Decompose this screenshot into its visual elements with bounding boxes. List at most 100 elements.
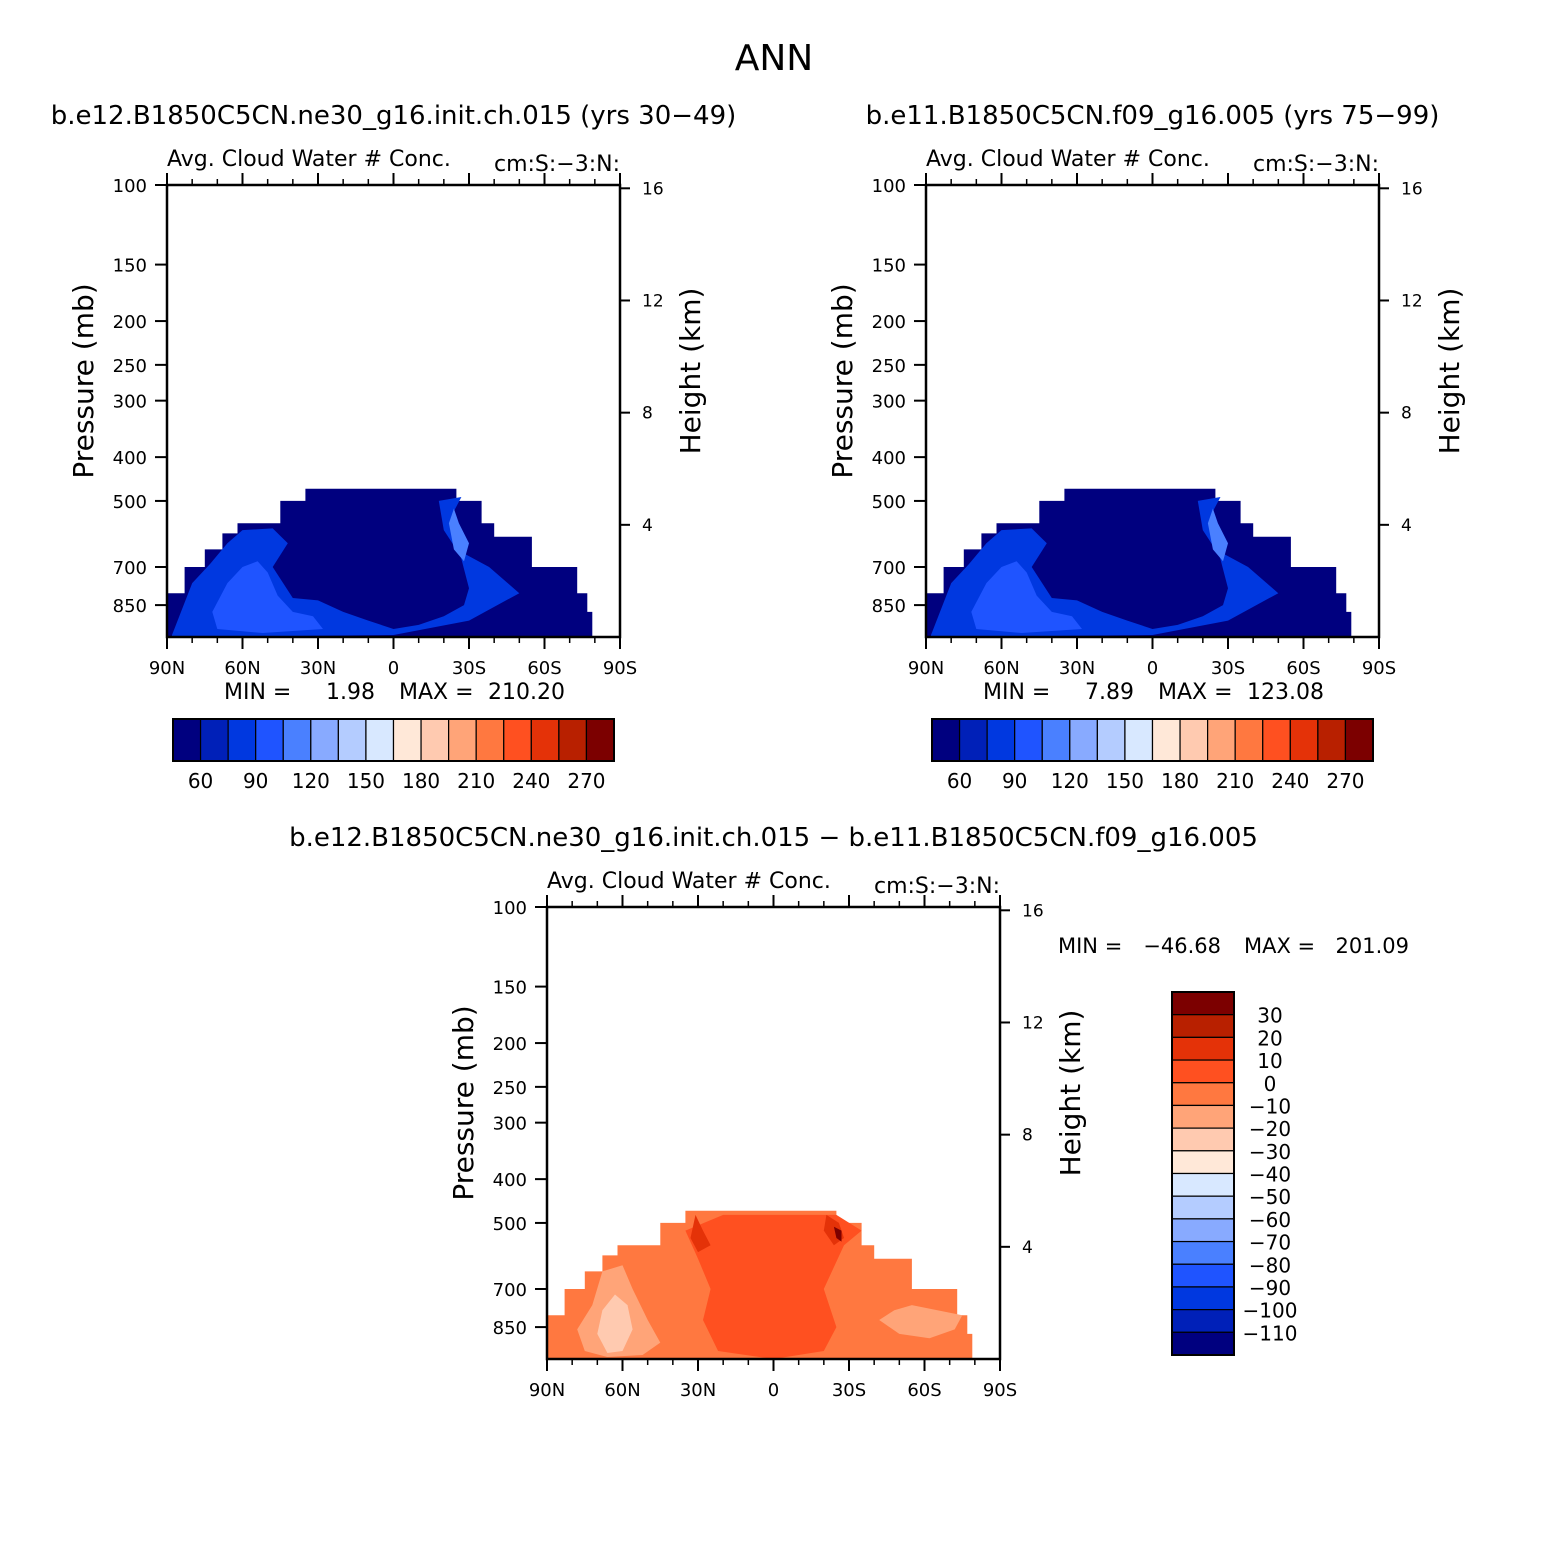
contour-region-4 [879, 1305, 963, 1339]
colorbar-label: −20 [1249, 1117, 1291, 1141]
min-label: MIN = [983, 680, 1050, 705]
min-label: MIN = [224, 680, 291, 705]
y-tick-label: 250 [493, 1078, 527, 1099]
figure-title: ANN [735, 38, 814, 79]
colorbar-label: −40 [1249, 1163, 1291, 1187]
min-value: 7.89 [1085, 680, 1134, 705]
colorbar-box [1069, 718, 1098, 762]
colorbar-label: 150 [1106, 769, 1144, 793]
x-tick-label: 0 [388, 658, 399, 679]
colorbar-box [1262, 718, 1291, 762]
max-label: MAX = [399, 680, 474, 705]
y-tick-label: 150 [872, 256, 906, 277]
colorbar-label: −80 [1249, 1253, 1291, 1277]
units-string: cm:S:−3:N: [1253, 152, 1379, 177]
colorbar-box [365, 718, 395, 762]
y2-tick-label: 4 [1401, 516, 1412, 536]
y-axis-height: 16 12 8 4 [1379, 179, 1423, 536]
x-tick-label: 60S [907, 1380, 941, 1401]
y-tick-label: 250 [113, 356, 147, 377]
y-tick-label: 200 [872, 312, 906, 333]
colorbar-box [172, 718, 202, 762]
colorbar-label: −70 [1249, 1231, 1291, 1255]
x-tick-label: 60N [224, 658, 260, 679]
min-label: MIN = [1058, 934, 1122, 958]
colorbar-label: 0 [1264, 1072, 1277, 1096]
y-axis-label: Pressure (mb) [67, 283, 100, 478]
colorbar-box [1179, 718, 1209, 762]
y2-tick-label: 16 [1022, 901, 1044, 921]
contour-region-2 [971, 561, 1082, 633]
colorbar-box [1171, 1059, 1235, 1084]
x-tick-label: 60N [983, 658, 1019, 679]
y-tick-label: 850 [872, 596, 906, 617]
panel-model-2: b.e11.B1850C5CN.f09_g16.005 (yrs 75−99) A… [826, 101, 1466, 793]
y-tick-label: 250 [872, 356, 906, 377]
colorbar-box [475, 718, 505, 762]
panel-title: b.e12.B1850C5CN.ne30_g16.init.ch.015 (yr… [51, 101, 737, 131]
y2-axis-label: Height (km) [674, 288, 707, 455]
colorbar-label: 150 [347, 769, 385, 793]
y2-tick-label: 8 [1022, 1126, 1033, 1146]
min-value: 1.98 [326, 680, 375, 705]
colorbar-box [1171, 1331, 1235, 1356]
y2-axis-label: Height (km) [1054, 1010, 1087, 1177]
y2-axis-label: Height (km) [1433, 288, 1466, 455]
x-tick-label: 90S [1362, 658, 1396, 679]
y-tick-label: 100 [493, 898, 527, 919]
colorbar-box [585, 718, 615, 762]
colorbar: 60 90 120 150 180 210 240 270 [931, 718, 1374, 793]
colorbar-label: −60 [1249, 1208, 1291, 1232]
colorbar-box [1096, 718, 1126, 762]
colorbar-box [1171, 991, 1235, 1016]
contour-region-2 [212, 561, 323, 633]
y-tick-label: 700 [872, 558, 906, 579]
y2-tick-label: 8 [642, 404, 653, 424]
colorbar-label: 240 [512, 769, 550, 793]
x-tick-label: 0 [1147, 658, 1158, 679]
colorbar-box [1171, 1014, 1235, 1038]
colorbar-box [1171, 1195, 1235, 1220]
y-tick-label: 200 [493, 1034, 527, 1055]
y-tick-label: 500 [113, 492, 147, 513]
max-label: MAX = [1158, 680, 1233, 705]
y-tick-label: 150 [113, 256, 147, 277]
y-tick-label: 400 [113, 448, 147, 469]
colorbar-box [1171, 1127, 1235, 1152]
colorbar-box [199, 718, 229, 762]
x-tick-label: 30S [832, 1380, 866, 1401]
colorbar-box [282, 718, 312, 762]
y-tick-label: 700 [493, 1280, 527, 1301]
x-axis: 90N 60N 30N 0 30S 60S 90S [149, 173, 637, 679]
colorbar-box [931, 718, 961, 762]
y-axis-label: Pressure (mb) [447, 1005, 480, 1200]
y2-tick-label: 8 [1401, 404, 1412, 424]
x-tick-label: 90N [149, 658, 185, 679]
y-tick-label: 850 [113, 596, 147, 617]
colorbar-label: −90 [1249, 1276, 1291, 1300]
panel-subtitle: Avg. Cloud Water # Conc. [167, 147, 451, 172]
y-tick-label: 400 [493, 1170, 527, 1191]
y-tick-label: 400 [872, 448, 906, 469]
colorbar-box [503, 718, 532, 762]
colorbar-box [1289, 718, 1319, 762]
x-tick-label: 30S [452, 658, 486, 679]
colorbar-label: 180 [402, 769, 440, 793]
max-value: 210.20 [488, 680, 565, 705]
y-tick-label: 500 [872, 492, 906, 513]
colorbar-box [420, 718, 450, 762]
max-label: MAX = [1244, 934, 1315, 958]
colorbar-box [1171, 1036, 1235, 1061]
colorbar-label: 120 [1051, 769, 1089, 793]
colorbar: 3020100−10−20−30−40−50−60−70−80−90−100−1… [1171, 991, 1297, 1356]
colorbar-box [1014, 718, 1043, 762]
colorbar-frame [931, 718, 1374, 762]
y-tick-label: 300 [493, 1114, 527, 1135]
colorbar-label: 60 [188, 769, 213, 793]
colorbar-box [227, 718, 257, 762]
y2-tick-label: 4 [1022, 1238, 1033, 1258]
colorbar-box [1171, 1286, 1235, 1311]
x-tick-label: 30N [1059, 658, 1095, 679]
colorbar-box [1171, 1082, 1235, 1107]
